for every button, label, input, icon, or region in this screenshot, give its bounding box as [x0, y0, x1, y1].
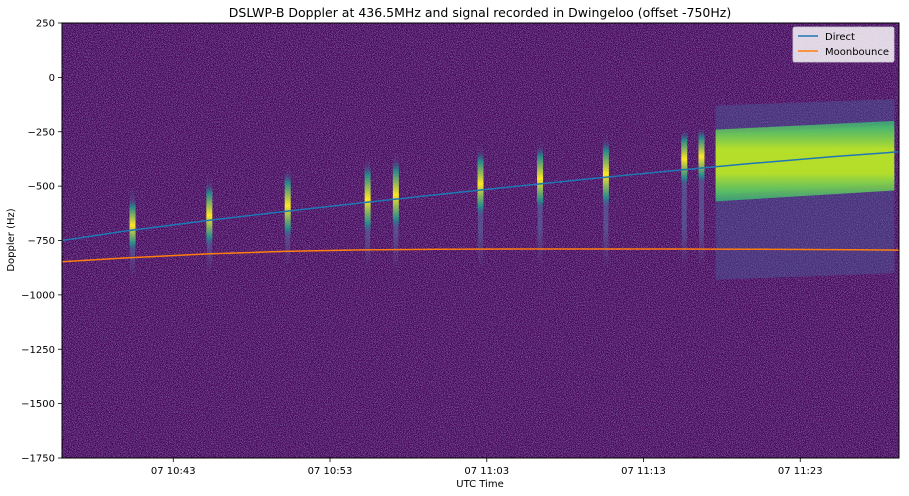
signal-burst [477, 151, 484, 217]
y-axis-label: Doppler (Hz) [6, 208, 17, 271]
signal-layer [129, 99, 895, 280]
y-tick-label: −1000 [21, 290, 55, 301]
x-tick-label: 07 10:43 [151, 466, 196, 477]
legend: Direct Moonbounce [792, 26, 895, 63]
y-tick-label: −1500 [21, 399, 55, 410]
x-tick-label: 07 10:53 [308, 466, 353, 477]
y-tick-label: −500 [28, 182, 55, 193]
y-tick-label: −750 [28, 236, 55, 247]
series-line-moonbounce [62, 248, 899, 263]
x-tick-label: 07 11:03 [464, 466, 509, 477]
series-line-direct [62, 151, 899, 242]
plot-area [62, 23, 899, 458]
x-axis: 07 10:43 07 10:53 07 11:03 07 11:13 07 11:23 [151, 458, 823, 477]
legend-box [792, 26, 895, 63]
signal-burst-halo [681, 125, 687, 269]
signal-burst [681, 131, 688, 187]
y-tick-label: −250 [28, 127, 55, 138]
legend-label-direct: Direct [825, 32, 855, 43]
signal-burst [392, 160, 399, 230]
x-tick-label: 07 11:13 [621, 466, 666, 477]
signal-burst [698, 129, 705, 184]
y-tick-label: −1750 [21, 454, 55, 465]
series-lines [62, 151, 899, 263]
signal-burst [602, 140, 609, 208]
y-axis: 250 0 −250 −500 −750 −1000 −1250 −1500 −1750 [21, 19, 62, 465]
signal-burst [284, 173, 291, 239]
signal-burst [364, 164, 371, 234]
y-tick-label: 0 [49, 73, 55, 84]
signal-burst [537, 146, 544, 211]
x-axis-label: UTC Time [456, 479, 503, 490]
x-tick-label: 07 11:23 [778, 466, 823, 477]
continuous-signal-core [715, 120, 895, 202]
signal-burst [206, 183, 213, 248]
legend-label-moonbounce: Moonbounce [825, 47, 889, 58]
y-tick-label: −1250 [21, 345, 55, 356]
chart-title: DSLWP-B Doppler at 436.5MHz and signal r… [229, 5, 731, 20]
y-tick-label: 250 [36, 19, 55, 30]
signal-burst-halo [699, 123, 705, 269]
signal-burst [129, 199, 136, 252]
